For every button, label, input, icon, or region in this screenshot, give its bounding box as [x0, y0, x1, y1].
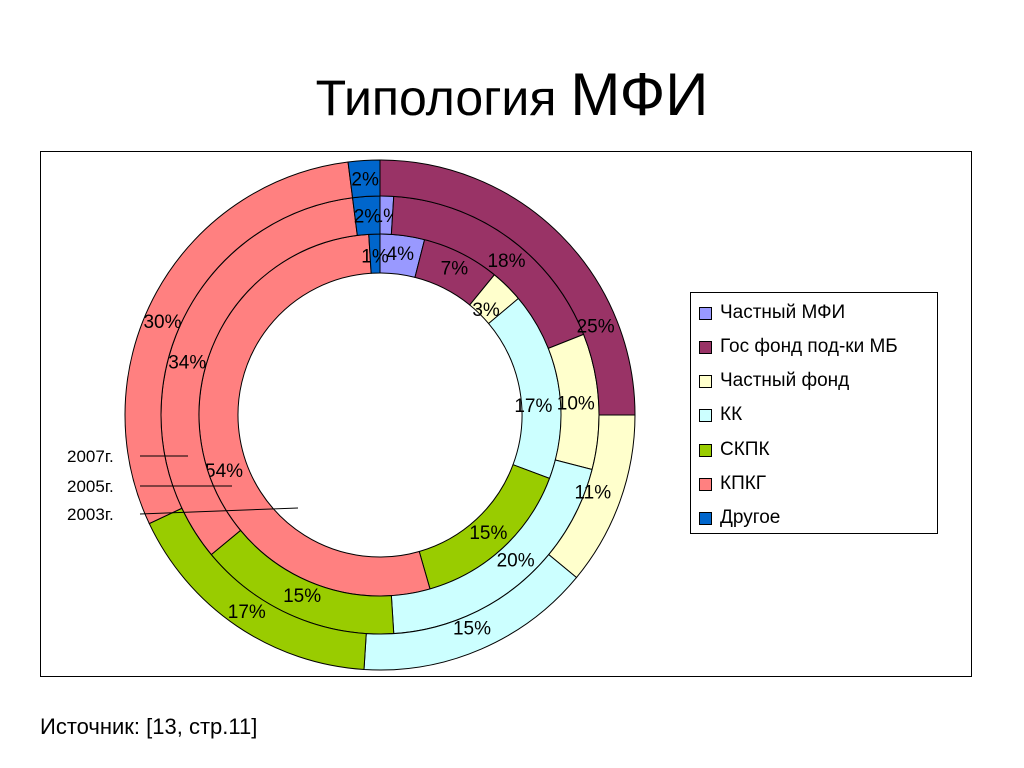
title-part-1: Типология — [315, 70, 557, 126]
legend-label: Гос фонд под-ки МБ — [720, 336, 898, 357]
legend-item-private-mfi: Частный МФИ — [699, 301, 845, 325]
legend-swatch — [699, 511, 712, 525]
data-label: 17% — [514, 396, 552, 417]
data-label: 17% — [228, 602, 266, 623]
source-note: Источник: [13, стр.11] — [40, 714, 258, 739]
legend-swatch — [699, 477, 712, 491]
legend-label: КПКГ — [720, 473, 767, 494]
legend-item-kk: КК — [699, 403, 742, 427]
data-label: 15% — [283, 586, 321, 607]
ring-2005: 1% 18% 10% 20% 15% 34% 2% — [160, 195, 600, 635]
data-label: 15% — [469, 523, 507, 544]
legend-label: Частный МФИ — [720, 302, 846, 323]
series-label: 2007г. — [67, 447, 114, 466]
legend-label: Другое — [720, 507, 781, 528]
legend-item-other: Другое — [699, 506, 780, 530]
legend-label: Частный фонд — [720, 370, 850, 391]
series-label: 2003г. — [67, 505, 114, 524]
data-label: 4% — [387, 244, 415, 265]
leader-line — [139, 507, 299, 515]
title-part-2: МФИ — [570, 61, 709, 128]
ring-2007: 0%25%11%15%17%30%2% — [124, 159, 636, 671]
legend-swatch — [699, 340, 712, 354]
legend-swatch — [699, 443, 712, 457]
chart-legend: Частный МФИ Гос фонд под-ки МБ Частный ф… — [690, 292, 938, 534]
data-label: 1% — [361, 247, 389, 268]
data-label: 25% — [577, 317, 615, 338]
legend-swatch — [699, 374, 712, 388]
data-label: 7% — [441, 258, 469, 279]
data-label: 30% — [143, 312, 181, 333]
data-label: 10% — [557, 394, 595, 415]
legend-item-kpkg: КПКГ — [699, 472, 766, 496]
series-label: 2005г. — [67, 477, 114, 496]
slice-other — [347, 159, 381, 199]
data-label: 11% — [575, 483, 612, 504]
legend-item-skpk: СКПК — [699, 438, 770, 462]
data-label: 2% — [351, 169, 379, 190]
legend-swatch — [699, 408, 712, 422]
legend-label: СКПК — [720, 439, 770, 460]
slide-title: Типология МФИ — [0, 62, 1024, 128]
legend-swatch — [699, 306, 712, 320]
data-label: 15% — [453, 619, 491, 640]
data-label: 54% — [205, 461, 243, 482]
legend-label: КК — [720, 404, 743, 425]
data-label: 3% — [472, 300, 500, 321]
data-label: 34% — [168, 353, 206, 374]
data-label: 2% — [354, 206, 382, 227]
data-label: 18% — [487, 251, 525, 272]
legend-item-state-fund: Гос фонд под-ки МБ — [699, 335, 898, 359]
chart-frame — [40, 151, 972, 677]
data-label: 20% — [497, 550, 535, 571]
legend-item-private-fund: Частный фонд — [699, 369, 849, 393]
